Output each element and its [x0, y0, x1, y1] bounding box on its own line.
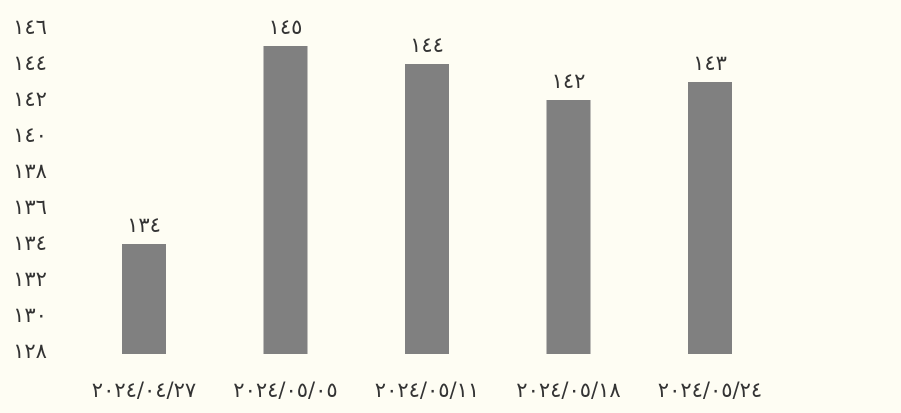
y-axis: ١٢٨ ١٣٠ ١٣٢ ١٣٤ ١٣٦ ١٣٨ ١٤٠ ١٤٢ ١٤٤ ١٤٦ [13, 15, 47, 363]
y-tick-label: ١٣٨ [13, 159, 47, 183]
y-tick-label: ١٣٤ [13, 231, 47, 255]
y-tick-label: ١٣٠ [13, 303, 47, 327]
y-tick-label: ١٤٠ [13, 123, 47, 147]
y-tick-label: ١٤٦ [13, 15, 47, 39]
y-tick-label: ١٢٨ [13, 339, 47, 363]
bar [405, 64, 449, 354]
x-category-label: ٢٠٢٤/٠٥/٢٤ [658, 378, 762, 402]
y-tick-label: ١٤٤ [13, 51, 47, 75]
bar [688, 82, 732, 354]
data-label: ١٤٣ [693, 51, 727, 75]
bar [546, 100, 591, 354]
data-label: ١٤٤ [410, 33, 444, 57]
data-label: ١٤٥ [269, 15, 303, 39]
bars-group [122, 46, 732, 354]
x-category-label: ٢٠٢٤/٠٤/٢٧ [92, 378, 196, 402]
x-category-label: ٢٠٢٤/٠٥/١١ [375, 378, 479, 402]
x-category-label: ٢٠٢٤/٠٥/٠٥ [233, 378, 337, 402]
y-tick-label: ١٤٢ [13, 87, 47, 111]
bar [122, 244, 166, 354]
y-tick-label: ١٣٦ [13, 195, 47, 219]
data-label: ١٣٤ [127, 213, 161, 237]
x-category-label: ٢٠٢٤/٠٥/١٨ [516, 378, 620, 402]
bar [263, 46, 308, 354]
y-tick-label: ١٣٢ [13, 267, 47, 291]
data-label: ١٤٢ [552, 69, 586, 93]
data-labels-group: ١٣٤ ١٤٥ ١٤٤ ١٤٢ ١٤٣ [127, 15, 727, 237]
x-axis: ٢٠٢٤/٠٤/٢٧ ٢٠٢٤/٠٥/٠٥ ٢٠٢٤/٠٥/١١ ٢٠٢٤/٠٥/١٨… [92, 378, 762, 402]
